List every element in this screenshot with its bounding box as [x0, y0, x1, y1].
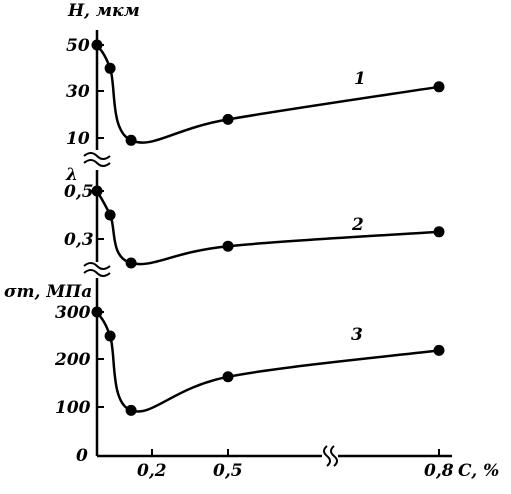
data-point [104, 330, 116, 342]
data-point [125, 134, 137, 146]
y-axis-title-sigma: σт, МПа [4, 282, 92, 302]
data-point [222, 371, 234, 383]
curve-label-3: 3 [351, 325, 363, 345]
data-point [125, 404, 137, 416]
x-axis-break [323, 445, 338, 467]
y-axis-title-lambda: λ [65, 165, 78, 185]
data-point [91, 39, 103, 51]
data-point [222, 113, 234, 125]
y-tick-label: 0 [76, 446, 88, 466]
y-tick-label: 10 [66, 129, 90, 149]
y-tick-label: 50 [66, 36, 90, 56]
data-point [125, 257, 137, 269]
data-points [91, 39, 445, 416]
data-point [104, 62, 116, 74]
data-point [104, 209, 116, 221]
x-tick-label: 0,8 [424, 461, 454, 481]
x-ticks [151, 449, 440, 456]
curve-label-2: 2 [351, 215, 364, 235]
y-axis-title-H: H, мкм [67, 1, 140, 21]
x-tick-label: 0,5 [213, 461, 243, 481]
series-line-3 [95, 311, 440, 413]
y-tick-label: 30 [66, 82, 90, 102]
y-tick-label: 100 [55, 398, 91, 418]
data-point [91, 306, 103, 318]
curve-label-1: 1 [354, 69, 366, 89]
data-point [433, 344, 445, 356]
x-tick-label: 0,2 [137, 461, 167, 481]
y-axis-break-1 [83, 152, 111, 167]
y-tick-label: 0,5 [64, 182, 94, 202]
y-tick-label: 200 [54, 350, 91, 370]
y-axis-break-2 [83, 262, 111, 277]
series-line-2 [95, 190, 440, 266]
y-tick-label: 0,3 [64, 230, 94, 250]
data-point [433, 226, 445, 238]
data-point [91, 185, 103, 197]
x-axis-title: C, % [458, 461, 499, 481]
data-point [433, 81, 445, 93]
series-line-1 [95, 44, 440, 144]
y-tick-label: 300 [55, 303, 91, 323]
data-point [222, 240, 234, 252]
